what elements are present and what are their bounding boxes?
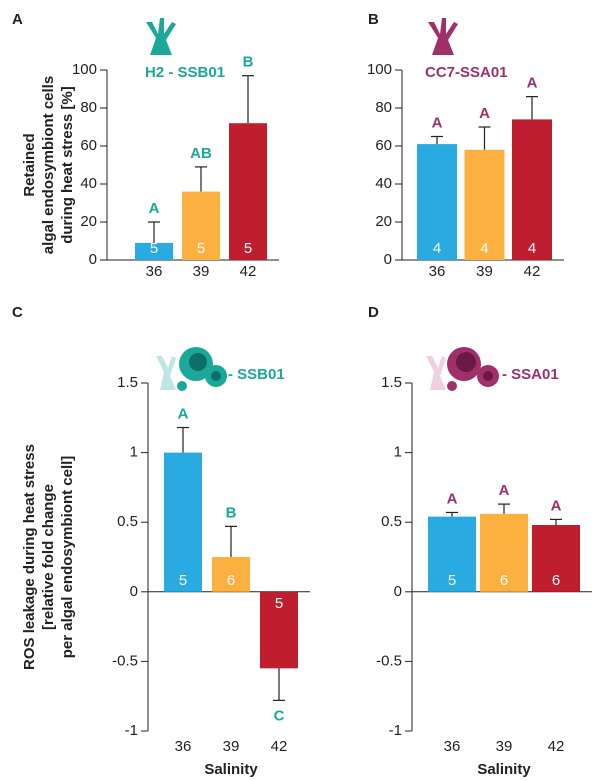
annotation: - SSA01 bbox=[502, 366, 559, 383]
n-label: 5 bbox=[244, 240, 252, 257]
n-label: 4 bbox=[433, 240, 441, 257]
x-tick-label: 36 bbox=[146, 263, 163, 280]
n-label: 4 bbox=[480, 240, 488, 257]
n-label: 5 bbox=[150, 240, 158, 257]
y-tick-label: 0.5 bbox=[381, 513, 402, 530]
y-tick-label: 0 bbox=[89, 251, 97, 268]
significance-letter: A bbox=[499, 482, 510, 499]
x-axis-label: Salinity bbox=[477, 761, 531, 778]
y-tick-label: 80 bbox=[80, 99, 97, 116]
y-tick-label: 1 bbox=[130, 444, 138, 461]
icon bbox=[156, 347, 227, 391]
y-tick-label: 20 bbox=[80, 213, 97, 230]
n-label: 5 bbox=[448, 572, 456, 589]
n-label: 5 bbox=[197, 240, 205, 257]
x-tick-label: 36 bbox=[444, 738, 461, 755]
y-tick-label: 80 bbox=[375, 99, 392, 116]
y-tick-label: 0 bbox=[384, 251, 392, 268]
x-tick-label: 36 bbox=[429, 263, 446, 280]
bar bbox=[417, 144, 457, 260]
y-axis-label: Retained bbox=[21, 133, 38, 196]
x-tick-label: 42 bbox=[271, 738, 288, 755]
significance-letter: B bbox=[226, 504, 237, 521]
x-tick-label: 42 bbox=[524, 263, 541, 280]
x-axis-label: Salinity bbox=[204, 761, 258, 778]
x-tick-label: 39 bbox=[496, 738, 513, 755]
significance-letter: A bbox=[527, 75, 538, 92]
significance-letter: AB bbox=[190, 145, 212, 162]
n-label: 4 bbox=[528, 240, 536, 257]
y-tick-label: -1 bbox=[389, 722, 402, 739]
annotation: - SSB01 bbox=[228, 366, 285, 383]
bar bbox=[164, 452, 202, 592]
y-tick-label: 40 bbox=[375, 175, 392, 192]
x-tick-label: 39 bbox=[193, 263, 210, 280]
y-tick-label: 60 bbox=[80, 137, 97, 154]
bar bbox=[464, 149, 505, 260]
bar bbox=[428, 516, 476, 592]
significance-letter: A bbox=[479, 105, 490, 122]
icon bbox=[428, 18, 458, 55]
y-tick-label: 0 bbox=[394, 583, 402, 600]
y-tick-label: 100 bbox=[367, 61, 392, 78]
n-label: 6 bbox=[500, 572, 508, 589]
significance-letter: A bbox=[551, 497, 562, 514]
y-tick-label: 100 bbox=[72, 61, 97, 78]
x-tick-label: 39 bbox=[476, 263, 493, 280]
panel-label: C bbox=[12, 304, 23, 321]
bar bbox=[480, 513, 528, 592]
icon bbox=[426, 347, 499, 391]
n-label: 5 bbox=[275, 595, 283, 612]
y-axis-label: per algal endosymbiont cell] bbox=[59, 456, 76, 659]
panel-label: A bbox=[12, 11, 23, 28]
bar bbox=[260, 591, 298, 669]
y-tick-label: 0 bbox=[130, 583, 138, 600]
y-axis-label: ROS leakage during heat stress bbox=[21, 444, 38, 670]
annotation: H2 - SSB01 bbox=[145, 64, 225, 81]
x-tick-label: 36 bbox=[175, 738, 192, 755]
y-tick-label: 0.5 bbox=[117, 513, 138, 530]
y-tick-label: -0.5 bbox=[112, 652, 138, 669]
y-tick-label: 60 bbox=[375, 137, 392, 154]
y-tick-label: 1 bbox=[394, 444, 402, 461]
icon bbox=[146, 18, 176, 55]
significance-letter: A bbox=[178, 406, 189, 423]
y-tick-label: -1 bbox=[125, 722, 138, 739]
x-tick-label: 39 bbox=[223, 738, 240, 755]
n-label: 6 bbox=[227, 572, 235, 589]
y-tick-label: 1.5 bbox=[117, 374, 138, 391]
panel-label: D bbox=[368, 304, 379, 321]
x-tick-label: 42 bbox=[548, 738, 565, 755]
bar bbox=[135, 242, 173, 260]
n-label: 6 bbox=[552, 572, 560, 589]
y-tick-label: 20 bbox=[375, 213, 392, 230]
y-axis-label: [relative fold change bbox=[40, 484, 57, 630]
panel-label: B bbox=[368, 11, 379, 28]
y-tick-label: 40 bbox=[80, 175, 97, 192]
bar bbox=[212, 557, 250, 592]
significance-letter: B bbox=[243, 54, 254, 71]
y-tick-label: 1.5 bbox=[381, 374, 402, 391]
bar bbox=[532, 524, 580, 592]
y-tick-label: -0.5 bbox=[376, 652, 402, 669]
bar bbox=[229, 123, 267, 260]
significance-letter: A bbox=[149, 200, 160, 217]
x-tick-label: 42 bbox=[240, 263, 257, 280]
bar bbox=[512, 119, 552, 261]
n-label: 5 bbox=[179, 572, 187, 589]
significance-letter: A bbox=[447, 490, 458, 507]
annotation: CC7-SSA01 bbox=[425, 64, 508, 81]
y-axis-label: during heat stress [%] bbox=[59, 86, 76, 244]
significance-letter: C bbox=[274, 707, 285, 724]
bar bbox=[182, 191, 220, 260]
significance-letter: A bbox=[432, 114, 443, 131]
y-axis-label: algal endosymbiont cells bbox=[40, 76, 57, 254]
